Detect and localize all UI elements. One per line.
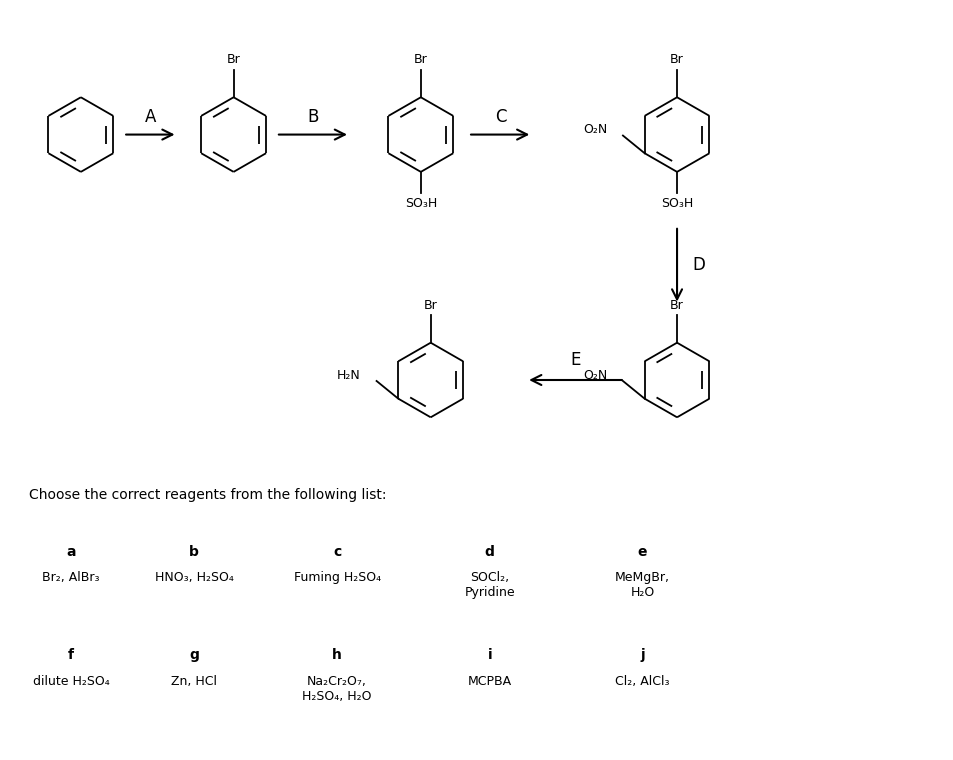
Text: i: i — [487, 648, 492, 662]
Text: c: c — [333, 545, 341, 559]
Text: O₂N: O₂N — [582, 369, 606, 382]
Text: D: D — [692, 256, 704, 274]
Text: Na₂Cr₂O₇,
H₂SO₄, H₂O: Na₂Cr₂O₇, H₂SO₄, H₂O — [302, 675, 372, 702]
Text: Br: Br — [414, 53, 427, 66]
Text: g: g — [189, 648, 199, 662]
Text: B: B — [308, 108, 318, 126]
Text: j: j — [639, 648, 644, 662]
Text: a: a — [66, 545, 75, 559]
Text: Fuming H₂SO₄: Fuming H₂SO₄ — [294, 572, 380, 584]
Text: Zn, HCl: Zn, HCl — [171, 675, 217, 688]
Text: h: h — [332, 648, 341, 662]
Text: Br: Br — [669, 299, 683, 312]
Text: d: d — [484, 545, 495, 559]
Text: Cl₂, AlCl₃: Cl₂, AlCl₃ — [615, 675, 669, 688]
Text: Choose the correct reagents from the following list:: Choose the correct reagents from the fol… — [29, 488, 386, 502]
Text: Br: Br — [669, 53, 683, 66]
Text: HNO₃, H₂SO₄: HNO₃, H₂SO₄ — [154, 572, 233, 584]
Text: SO₃H: SO₃H — [660, 197, 693, 210]
Text: MeMgBr,
H₂O: MeMgBr, H₂O — [615, 572, 669, 600]
Text: dilute H₂SO₄: dilute H₂SO₄ — [32, 675, 110, 688]
Text: H₂N: H₂N — [336, 369, 360, 382]
Text: C: C — [495, 108, 506, 126]
Text: SOCl₂,
Pyridine: SOCl₂, Pyridine — [464, 572, 515, 600]
Text: Br: Br — [227, 53, 240, 66]
Text: f: f — [68, 648, 74, 662]
Text: b: b — [189, 545, 199, 559]
Text: SO₃H: SO₃H — [404, 197, 436, 210]
Text: MCPBA: MCPBA — [467, 675, 512, 688]
Text: e: e — [638, 545, 647, 559]
Text: E: E — [570, 351, 580, 369]
Text: Br₂, AlBr₃: Br₂, AlBr₃ — [42, 572, 100, 584]
Text: A: A — [145, 108, 156, 126]
Text: Br: Br — [423, 299, 437, 312]
Text: O₂N: O₂N — [582, 123, 606, 136]
